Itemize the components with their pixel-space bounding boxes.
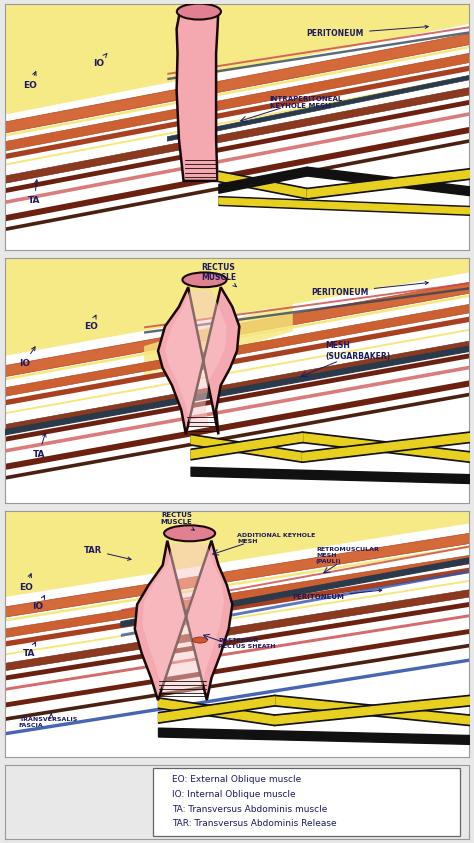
Text: INTRAPERITONEAL
KEYHOLE MESH: INTRAPERITONEAL KEYHOLE MESH bbox=[270, 96, 343, 109]
Text: TA: TA bbox=[23, 642, 36, 658]
Polygon shape bbox=[142, 543, 224, 693]
Polygon shape bbox=[5, 629, 469, 707]
Text: TAR: TAR bbox=[84, 546, 131, 561]
Polygon shape bbox=[5, 556, 469, 637]
Text: TA: TA bbox=[28, 180, 40, 205]
Text: TAR: Transversus Abdominis Release: TAR: Transversus Abdominis Release bbox=[172, 819, 337, 829]
Polygon shape bbox=[5, 46, 469, 137]
Text: EO: EO bbox=[84, 315, 98, 331]
Polygon shape bbox=[5, 534, 469, 617]
Polygon shape bbox=[5, 282, 469, 377]
Ellipse shape bbox=[192, 637, 207, 643]
Polygon shape bbox=[158, 287, 239, 434]
Text: TA: TA bbox=[33, 433, 46, 459]
Text: IO: IO bbox=[18, 346, 35, 368]
Polygon shape bbox=[177, 9, 219, 181]
Polygon shape bbox=[5, 53, 469, 151]
Polygon shape bbox=[121, 570, 469, 636]
Polygon shape bbox=[121, 545, 469, 611]
Polygon shape bbox=[5, 294, 469, 380]
Polygon shape bbox=[5, 658, 469, 735]
Polygon shape bbox=[5, 329, 469, 414]
Polygon shape bbox=[5, 100, 469, 193]
Text: PERITONEUM: PERITONEUM bbox=[293, 589, 382, 600]
Text: EO: EO bbox=[23, 72, 37, 89]
Polygon shape bbox=[5, 127, 469, 222]
Polygon shape bbox=[5, 393, 469, 480]
Polygon shape bbox=[5, 304, 469, 396]
Polygon shape bbox=[5, 317, 469, 405]
Polygon shape bbox=[144, 302, 293, 375]
Text: EO: External Oblique muscle: EO: External Oblique muscle bbox=[172, 775, 301, 784]
Text: IO: Internal Oblique muscle: IO: Internal Oblique muscle bbox=[172, 790, 296, 799]
Text: TA: Transversus Abdominis muscle: TA: Transversus Abdominis muscle bbox=[172, 805, 328, 813]
Text: TRANSVERSALIS
FASCIA: TRANSVERSALIS FASCIA bbox=[18, 717, 77, 728]
Polygon shape bbox=[5, 590, 469, 671]
Text: IO: IO bbox=[33, 595, 45, 611]
Polygon shape bbox=[5, 75, 469, 166]
Polygon shape bbox=[5, 4, 469, 115]
Text: ADDITIONAL KEYHOLE
MESH: ADDITIONAL KEYHOLE MESH bbox=[237, 533, 315, 544]
Polygon shape bbox=[5, 366, 469, 453]
Text: RECTUS
MUSCLE: RECTUS MUSCLE bbox=[201, 263, 237, 287]
Text: RETROMUSCULAR
MESH
(PAULI): RETROMUSCULAR MESH (PAULI) bbox=[316, 547, 379, 564]
Polygon shape bbox=[5, 580, 469, 656]
Text: PERITONEUM: PERITONEUM bbox=[311, 282, 428, 297]
Polygon shape bbox=[5, 644, 469, 721]
Polygon shape bbox=[5, 602, 469, 680]
Polygon shape bbox=[144, 282, 469, 329]
Polygon shape bbox=[167, 31, 469, 80]
Polygon shape bbox=[5, 346, 469, 435]
Polygon shape bbox=[5, 353, 469, 442]
Polygon shape bbox=[5, 567, 469, 647]
Polygon shape bbox=[5, 380, 469, 470]
Polygon shape bbox=[5, 139, 469, 231]
Polygon shape bbox=[5, 34, 469, 133]
Ellipse shape bbox=[164, 525, 215, 541]
Polygon shape bbox=[5, 112, 469, 204]
Polygon shape bbox=[5, 66, 469, 159]
Polygon shape bbox=[5, 545, 469, 621]
Text: EO: EO bbox=[18, 574, 33, 592]
Polygon shape bbox=[5, 511, 469, 597]
Polygon shape bbox=[167, 75, 469, 141]
Polygon shape bbox=[5, 615, 469, 690]
Polygon shape bbox=[5, 341, 469, 432]
Polygon shape bbox=[135, 540, 232, 701]
Ellipse shape bbox=[177, 3, 221, 19]
Polygon shape bbox=[5, 258, 469, 356]
Polygon shape bbox=[121, 558, 469, 627]
FancyBboxPatch shape bbox=[154, 768, 460, 835]
Text: IO: IO bbox=[93, 54, 107, 67]
Ellipse shape bbox=[182, 272, 227, 287]
Polygon shape bbox=[167, 26, 469, 75]
Polygon shape bbox=[144, 287, 469, 334]
Text: POSTERIOR
RECTUS SHEATH: POSTERIOR RECTUS SHEATH bbox=[219, 638, 276, 649]
Polygon shape bbox=[165, 290, 227, 427]
Polygon shape bbox=[5, 88, 469, 183]
Text: MESH
(SUGARBAKER): MESH (SUGARBAKER) bbox=[325, 341, 391, 361]
Text: PERITONEUM: PERITONEUM bbox=[307, 25, 428, 38]
Text: RECTUS
MUSCLE: RECTUS MUSCLE bbox=[161, 512, 194, 530]
